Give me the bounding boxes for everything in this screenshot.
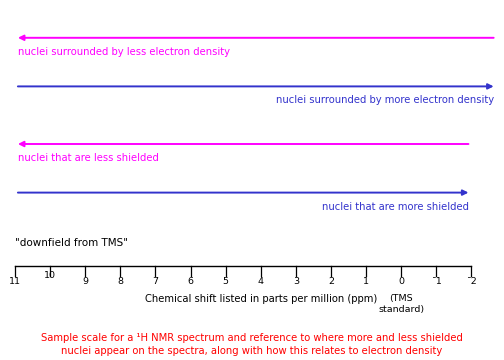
Text: ¯1: ¯1	[431, 277, 442, 286]
Text: nuclei that are more shielded: nuclei that are more shielded	[322, 202, 469, 212]
Text: 3: 3	[293, 277, 299, 286]
Text: 10: 10	[44, 271, 56, 280]
Text: nuclei that are less shielded: nuclei that are less shielded	[18, 153, 159, 163]
Text: 9: 9	[82, 277, 88, 286]
Text: ¯2: ¯2	[466, 277, 477, 286]
Text: 0: 0	[398, 277, 404, 286]
Text: Chemical shift listed in parts per million (ppm): Chemical shift listed in parts per milli…	[145, 294, 377, 305]
Text: 5: 5	[223, 277, 229, 286]
Text: 1: 1	[363, 277, 369, 286]
Text: 7: 7	[153, 277, 158, 286]
Text: "downfield from TMS": "downfield from TMS"	[15, 238, 128, 248]
Text: Sample scale for a ¹H NMR spectrum and reference to where more and less shielded: Sample scale for a ¹H NMR spectrum and r…	[41, 333, 463, 343]
Text: (TMS
standard): (TMS standard)	[378, 294, 424, 314]
Text: 8: 8	[117, 277, 123, 286]
Text: nuclei appear on the spectra, along with how this relates to electron density: nuclei appear on the spectra, along with…	[61, 346, 443, 356]
Text: 4: 4	[258, 277, 264, 286]
Text: nuclei surrounded by more electron density: nuclei surrounded by more electron densi…	[276, 95, 494, 105]
Text: 2: 2	[328, 277, 334, 286]
Text: 6: 6	[187, 277, 194, 286]
Text: nuclei surrounded by less electron density: nuclei surrounded by less electron densi…	[18, 47, 230, 57]
Text: 11: 11	[9, 277, 21, 286]
